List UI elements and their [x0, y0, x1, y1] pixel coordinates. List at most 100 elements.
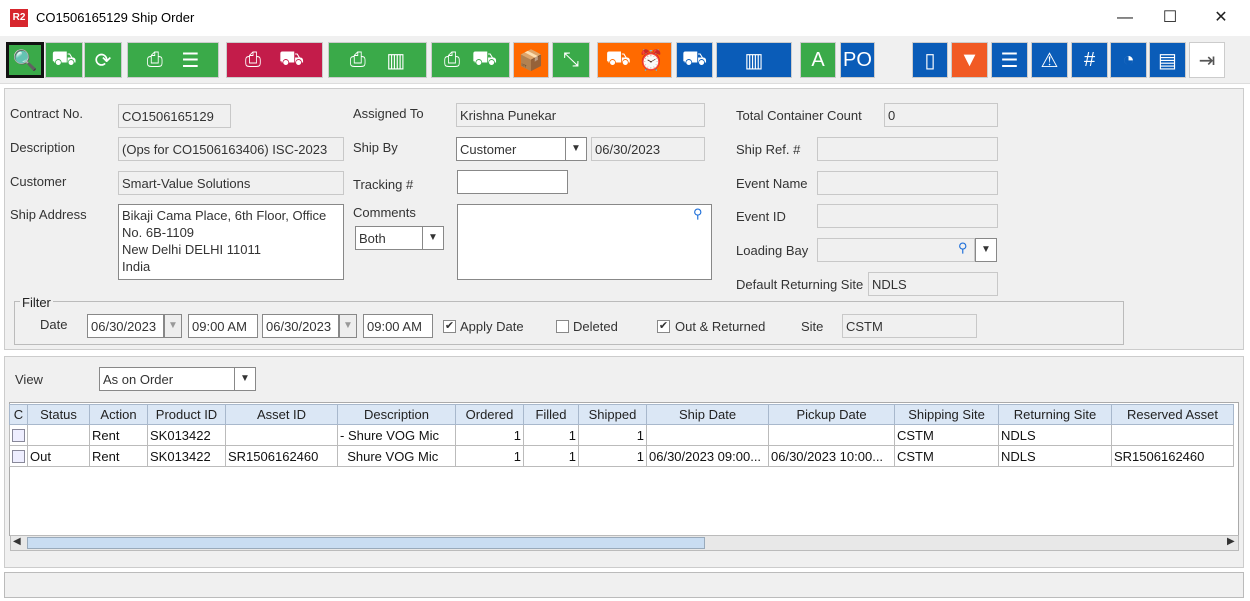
po-view-button[interactable]: PO	[840, 42, 875, 78]
column-header[interactable]: Ship Date	[646, 404, 769, 425]
horizontal-scrollbar[interactable]: ◀ ▶	[10, 535, 1239, 551]
table-row[interactable]: Rent SK013422- Shure VOG Mic 1 1 1 CSTM NDLS	[9, 424, 1234, 446]
dolly-button[interactable]: ⛟	[45, 42, 83, 78]
column-header[interactable]: Reserved Asset	[1111, 404, 1234, 425]
loading-bay-label: Loading Bay	[736, 243, 809, 258]
box-button[interactable]: 📦	[513, 42, 549, 78]
comment-button[interactable]: ▤	[1149, 42, 1186, 78]
from-time-input[interactable]: 09:00 AM	[188, 314, 258, 338]
minimize-button[interactable]: —	[1117, 9, 1133, 26]
hash-icon: #	[1083, 48, 1096, 71]
print-delivery-icon: ⛟	[278, 47, 305, 70]
apply-date-label: Apply Date	[460, 319, 524, 334]
to-date-input[interactable]: 06/30/2023	[262, 314, 339, 338]
column-header[interactable]: Asset ID	[225, 404, 338, 425]
description-field: (Ops for CO1506163406) ISC-2023	[118, 137, 344, 161]
search-icon[interactable]: ⚲	[958, 240, 968, 255]
warning-view-button[interactable]: ⚠	[1031, 42, 1068, 78]
expand-a-button[interactable]: A	[800, 42, 836, 78]
scroll-right-icon[interactable]: ▶	[1227, 536, 1235, 547]
scroll-left-icon[interactable]: ◀	[13, 536, 21, 547]
close-button[interactable]: ✕	[1214, 9, 1228, 26]
warning-view-icon: ⚠	[1040, 49, 1059, 72]
refresh-button[interactable]: ⟳	[84, 42, 122, 78]
maximize-button[interactable]: ☐	[1162, 9, 1178, 26]
out-returned-checkbox[interactable]: ✔	[657, 320, 670, 333]
deleted-checkbox[interactable]	[556, 320, 569, 333]
ship-by-date-field: 06/30/2023	[591, 137, 705, 161]
table-cell: NDLS	[998, 424, 1112, 446]
window-title: CO1506165129 Ship Order	[36, 10, 195, 25]
table-cell: 1	[523, 424, 579, 446]
table-cell: Rent	[89, 424, 148, 446]
assigned-to-label: Assigned To	[353, 106, 424, 121]
column-header[interactable]: Shipped	[578, 404, 647, 425]
hash-button[interactable]: #	[1071, 42, 1108, 78]
truck-alarm-button[interactable]: ⛟ ⏰	[597, 42, 672, 78]
column-header[interactable]: Status	[27, 404, 90, 425]
exit-button[interactable]: ⇥	[1189, 42, 1225, 78]
print-truck-clock-button[interactable]: ⎙ ⛟	[431, 42, 510, 78]
print-list-button[interactable]: ⎙ ☰	[127, 42, 219, 78]
filter-icon: ▼	[959, 48, 980, 71]
table-cell: SK013422	[147, 424, 226, 446]
chevron-down-icon[interactable]: ▼	[565, 137, 587, 161]
table-cell	[768, 424, 895, 446]
apply-date-checkbox[interactable]: ✔	[443, 320, 456, 333]
column-header[interactable]: Returning Site	[998, 404, 1112, 425]
checkbox-icon[interactable]	[12, 449, 25, 463]
chevron-down-icon[interactable]: ▼	[164, 314, 182, 338]
search-icon: 🔍	[12, 49, 38, 72]
collapse-button[interactable]: ⤡	[552, 42, 590, 78]
st-truck-icon: ⛟	[681, 47, 708, 70]
column-header[interactable]: Product ID	[147, 404, 226, 425]
comments-filter-select[interactable]: Both	[355, 226, 423, 250]
table-cell: NDLS	[998, 445, 1112, 467]
chevron-down-icon[interactable]: ▼	[339, 314, 357, 338]
scrollbar-thumb[interactable]	[27, 537, 705, 549]
print-delivery-button[interactable]: ⎙ ⛟	[226, 42, 323, 78]
chevron-down-icon[interactable]: ▼	[422, 226, 444, 250]
assigned-to-field: Krishna Punekar	[456, 103, 705, 127]
deleted-label: Deleted	[573, 319, 618, 334]
table-row[interactable]: Out Rent SK013422 SR1506162460 Shure VOG Mi…	[9, 445, 1234, 467]
print-list-icon: ☰	[181, 49, 200, 72]
container-button[interactable]: ▥	[716, 42, 792, 78]
chevron-down-icon[interactable]: ▼	[234, 367, 256, 391]
table-cell: SR1506162460	[1111, 445, 1234, 467]
filter-group	[14, 301, 1124, 345]
list-button[interactable]: ☰	[991, 42, 1028, 78]
chevron-down-icon[interactable]: ▼	[975, 238, 997, 262]
column-header[interactable]: Shipping Site	[894, 404, 999, 425]
row-checkbox[interactable]	[9, 424, 28, 446]
view-select[interactable]: As on Order	[99, 367, 235, 391]
search-icon[interactable]: ⚲	[693, 206, 703, 221]
from-date-input[interactable]: 06/30/2023	[87, 314, 164, 338]
loading-bay-field[interactable]	[817, 238, 975, 262]
ship-by-select[interactable]: Customer	[456, 137, 566, 161]
column-header[interactable]: Description	[337, 404, 456, 425]
total-container-label: Total Container Count	[736, 108, 862, 123]
st-truck-button[interactable]: ⛟	[676, 42, 713, 78]
tracking-input[interactable]	[457, 170, 568, 194]
list-icon: ☰	[1000, 49, 1019, 72]
column-header[interactable]: Pickup Date	[768, 404, 895, 425]
comments-input[interactable]	[457, 204, 712, 280]
column-header[interactable]: C	[9, 404, 28, 425]
column-header[interactable]: Ordered	[455, 404, 524, 425]
search-button[interactable]: 🔍	[6, 42, 44, 78]
column-header[interactable]: Filled	[523, 404, 579, 425]
ship-address-field[interactable]: Bikaji Cama Place, 6th Floor, Office No.…	[118, 204, 344, 280]
to-time-input[interactable]: 09:00 AM	[363, 314, 433, 338]
customer-label: Customer	[10, 174, 67, 189]
row-checkbox[interactable]	[9, 445, 28, 467]
print-container-button[interactable]: ⎙ ▥	[328, 42, 427, 78]
default-returning-field: NDLS	[868, 272, 998, 296]
filter-button[interactable]: ▼	[951, 42, 988, 78]
event-id-label: Event ID	[736, 209, 786, 224]
checkbox-icon[interactable]	[12, 428, 25, 442]
gauge-button[interactable]: ◔	[1110, 42, 1147, 78]
column-header[interactable]: Action	[89, 404, 148, 425]
book-button[interactable]: ▯	[912, 42, 948, 78]
comments-label: Comments	[353, 205, 416, 220]
